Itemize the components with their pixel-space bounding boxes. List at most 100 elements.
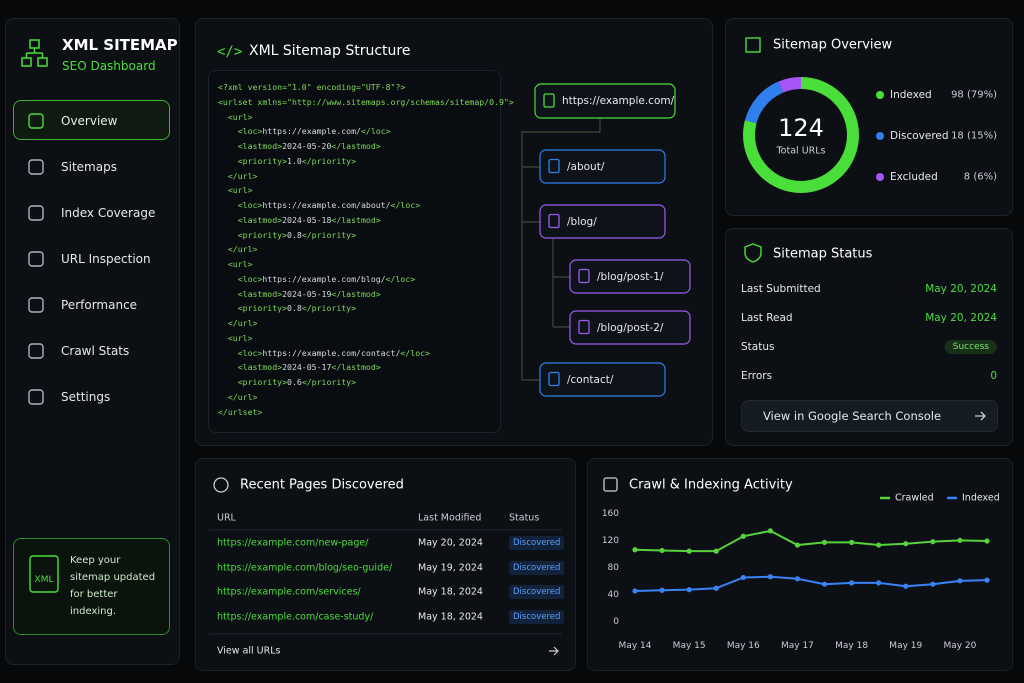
- table-header: URL: [217, 512, 236, 524]
- nav-item[interactable]: Crawl Stats: [61, 344, 130, 358]
- data-point: [794, 542, 801, 548]
- legend-label: Discovered: [890, 130, 949, 142]
- data-point: [767, 574, 773, 580]
- status-value: 0: [990, 370, 997, 382]
- data-point: [767, 528, 773, 534]
- globe-icon: [213, 477, 229, 493]
- tip-box: [13, 538, 170, 635]
- logo-icon: [37, 57, 48, 67]
- data-point: [984, 538, 990, 544]
- recent-title: Recent Pages Discovered: [240, 477, 404, 493]
- status-label: Last Submitted: [741, 283, 821, 295]
- xml-icon-label: XML: [34, 575, 54, 585]
- donut-total-label: Total URLs: [776, 145, 826, 157]
- x-tick-label: May 18: [835, 641, 869, 651]
- table-url[interactable]: https://example.com/services/: [217, 586, 361, 598]
- table-url[interactable]: https://example.com/case-study/: [217, 611, 374, 622]
- data-point: [849, 580, 855, 586]
- logo-icon: [25, 48, 44, 58]
- table-url[interactable]: https://example.com/blog/seo-guide/: [217, 562, 393, 573]
- legend-dot: [876, 91, 884, 99]
- view-all[interactable]: View all URLs: [217, 645, 281, 657]
- data-point: [957, 537, 963, 543]
- status-badge: Discovered: [509, 585, 565, 599]
- table-date: May 19, 2024: [418, 562, 483, 573]
- code-line: </url>: [227, 318, 258, 328]
- tree-node-label[interactable]: /blog/post-2/: [597, 321, 664, 334]
- table-date: May 20, 2024: [418, 537, 483, 549]
- y-tick-label: 160: [601, 509, 619, 519]
- data-point: [876, 542, 882, 548]
- legend-value: 8 (6%): [963, 171, 997, 183]
- code-line: <lastmod>2024-05-20</lastmod>: [237, 141, 381, 151]
- console-button[interactable]: [741, 400, 998, 432]
- tree-node: [569, 310, 691, 345]
- data-point: [740, 574, 746, 581]
- nav-item[interactable]: Sitemaps: [61, 160, 117, 174]
- legend-label: Excluded: [890, 171, 938, 183]
- tree-node-label[interactable]: /about/: [567, 160, 605, 173]
- nav-icon: [28, 343, 44, 359]
- status-label: Last Read: [741, 312, 793, 324]
- shield-icon: [744, 243, 762, 263]
- data-point: [659, 587, 665, 593]
- tree-node-label[interactable]: https://example.com/: [562, 95, 675, 107]
- x-tick-label: May 20: [943, 641, 977, 651]
- data-point: [659, 547, 665, 554]
- legend-label: Crawled: [895, 492, 934, 504]
- code-line: </urlset>: [218, 406, 263, 417]
- code-box: [208, 70, 501, 433]
- donut-total: 124: [778, 114, 824, 142]
- y-tick-label: 40: [607, 590, 619, 600]
- nav-item[interactable]: URL Inspection: [61, 252, 151, 266]
- data-point: [930, 581, 936, 587]
- code-icon: </>: [217, 44, 242, 60]
- x-tick-label: May 17: [780, 641, 814, 651]
- status-value: Success: [944, 340, 997, 354]
- code-line: <lastmod>2024-05-17</lastmod>: [237, 362, 381, 373]
- code-line: <loc>https://example.com/about/</loc>: [237, 200, 421, 210]
- tree-node-label[interactable]: /blog/post-1/: [597, 270, 664, 283]
- series-line: [634, 575, 988, 592]
- xml-icon: [29, 555, 59, 593]
- code-line: <url>: [227, 259, 253, 269]
- nav-icon: [28, 113, 44, 129]
- active-nav[interactable]: [13, 100, 170, 140]
- data-point: [821, 539, 828, 545]
- code-line: <?xml version="1.0" encoding="UTF-8"?>: [218, 82, 406, 92]
- table-header: Last Modified: [418, 512, 482, 524]
- chart-icon: [745, 37, 761, 53]
- nav-item[interactable]: Performance: [61, 298, 138, 312]
- node-icon: [543, 93, 555, 108]
- data-point: [686, 548, 692, 554]
- nav-item[interactable]: Settings: [61, 390, 111, 404]
- series-line: [634, 529, 988, 553]
- code-line: <urlset xmlns="http://www.sitemaps.org/s…: [218, 96, 514, 107]
- legend-dot: [876, 173, 884, 181]
- arrow-icon: [975, 411, 986, 421]
- data-point: [713, 548, 719, 554]
- tree-node-label[interactable]: /contact/: [567, 373, 614, 386]
- y-tick-label: 120: [601, 536, 619, 546]
- code-line: <loc>https://example.com/blog/</loc>: [237, 273, 416, 284]
- legend-value: 18 (15%): [951, 130, 997, 142]
- data-point: [903, 541, 909, 547]
- x-tick-label: May 16: [726, 641, 760, 651]
- legend-label: Indexed: [890, 89, 932, 101]
- tree-connector: [521, 118, 601, 381]
- nav-item[interactable]: Overview: [61, 114, 118, 128]
- data-point: [903, 583, 909, 589]
- console-button-label[interactable]: View in Google Search Console: [762, 409, 942, 423]
- section-icon: XML Sitemap Structure: [249, 43, 411, 59]
- nav-item[interactable]: Index Coverage: [61, 206, 156, 220]
- logo-icon: [21, 57, 32, 67]
- data-point: [632, 588, 638, 594]
- node-icon: [548, 371, 560, 387]
- code-line: </url>: [227, 391, 258, 402]
- tree-node-label[interactable]: /blog/: [567, 215, 597, 228]
- table-url[interactable]: https://example.com/new-page/: [217, 537, 369, 549]
- arrow-icon: [549, 646, 559, 656]
- node-icon: [548, 213, 560, 229]
- status-badge: Discovered: [509, 609, 565, 624]
